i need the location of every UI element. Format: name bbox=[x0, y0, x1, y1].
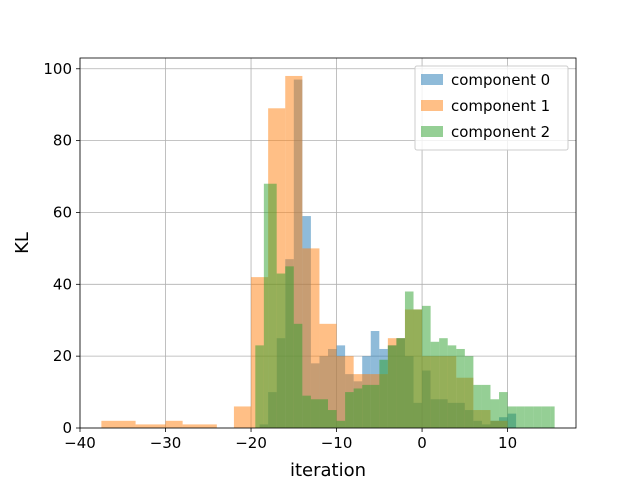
histogram-bar-component-2 bbox=[533, 406, 542, 428]
histogram-bar-component-2 bbox=[524, 406, 534, 428]
legend-swatch bbox=[421, 74, 443, 85]
histogram-bar-component-2 bbox=[263, 183, 277, 428]
x-tick-label: −30 bbox=[150, 434, 182, 452]
histogram-bar-component-2 bbox=[336, 420, 346, 428]
histogram-bar-component-2 bbox=[276, 273, 286, 428]
histogram-bar-component-2 bbox=[404, 291, 414, 428]
histogram-bar-component-2 bbox=[353, 388, 363, 428]
histogram-bar-component-2 bbox=[387, 345, 397, 428]
x-tick-label: 0 bbox=[417, 434, 427, 452]
y-axis-title: KL bbox=[12, 232, 33, 254]
histogram-bar-component-2 bbox=[328, 410, 337, 428]
y-tick-label: 20 bbox=[53, 347, 72, 365]
histogram-bar-component-1 bbox=[135, 424, 166, 428]
histogram-bar-component-2 bbox=[516, 406, 525, 428]
histogram-bar-component-2 bbox=[481, 384, 491, 428]
histogram-bar-component-2 bbox=[293, 323, 303, 428]
histogram-bar-component-2 bbox=[447, 345, 457, 428]
x-tick-label: 10 bbox=[498, 434, 517, 452]
histogram-bar-component-1 bbox=[182, 424, 217, 428]
legend-swatch bbox=[421, 126, 443, 137]
histogram-bar-component-2 bbox=[439, 338, 448, 428]
histogram-bar-component-2 bbox=[430, 341, 440, 428]
y-tick-label: 0 bbox=[62, 419, 72, 437]
histogram-bar-component-2 bbox=[456, 348, 465, 428]
legend-swatch bbox=[421, 100, 443, 111]
legend-label: component 0 bbox=[451, 71, 550, 89]
histogram-bar-component-2 bbox=[413, 309, 423, 428]
histogram-bar-component-2 bbox=[310, 399, 320, 428]
histogram-bar-component-1 bbox=[101, 420, 136, 428]
histogram-bars bbox=[101, 75, 555, 428]
histogram-bar-component-2 bbox=[302, 395, 311, 428]
histogram-bar-component-2 bbox=[422, 305, 431, 428]
histogram-bar-component-2 bbox=[345, 392, 354, 428]
histogram-bar-component-2 bbox=[396, 338, 405, 428]
histogram-bar-component-2 bbox=[370, 384, 380, 428]
x-axis-title: iteration bbox=[290, 460, 366, 480]
x-tick-label: −40 bbox=[64, 434, 96, 452]
y-tick-label: 80 bbox=[53, 132, 72, 150]
histogram-bar-component-2 bbox=[285, 266, 294, 428]
y-tick-label: 40 bbox=[53, 275, 72, 293]
x-tick-label: −20 bbox=[235, 434, 267, 452]
plot-area-frame bbox=[79, 57, 577, 429]
histogram-bar-component-2 bbox=[541, 406, 551, 428]
histogram-bar-component-2 bbox=[464, 356, 474, 428]
histogram-bar-component-2 bbox=[379, 359, 388, 428]
histogram-bar-component-2 bbox=[499, 392, 508, 428]
histogram-bar-component-2 bbox=[362, 384, 371, 428]
legend: component 0 component 1 component 2 bbox=[414, 65, 569, 151]
histogram-bar-component-2 bbox=[319, 399, 328, 428]
x-tick-label: −10 bbox=[321, 434, 353, 452]
histogram-bar-component-2 bbox=[550, 406, 555, 428]
histogram-bar-component-2 bbox=[473, 384, 482, 428]
legend-label: component 1 bbox=[451, 97, 550, 115]
legend-frame bbox=[414, 65, 569, 151]
y-tick-label: 100 bbox=[43, 60, 72, 78]
histogram-bar-component-2 bbox=[490, 399, 500, 428]
histogram-bar-component-1 bbox=[165, 420, 183, 428]
y-tick-label: 60 bbox=[53, 203, 72, 221]
legend-label: component 2 bbox=[451, 123, 550, 141]
histogram-bar-component-2 bbox=[507, 406, 517, 428]
histogram-bar-component-2 bbox=[255, 345, 264, 428]
histogram-bar-component-1 bbox=[302, 248, 320, 428]
histogram-bar-component-1 bbox=[233, 406, 252, 428]
